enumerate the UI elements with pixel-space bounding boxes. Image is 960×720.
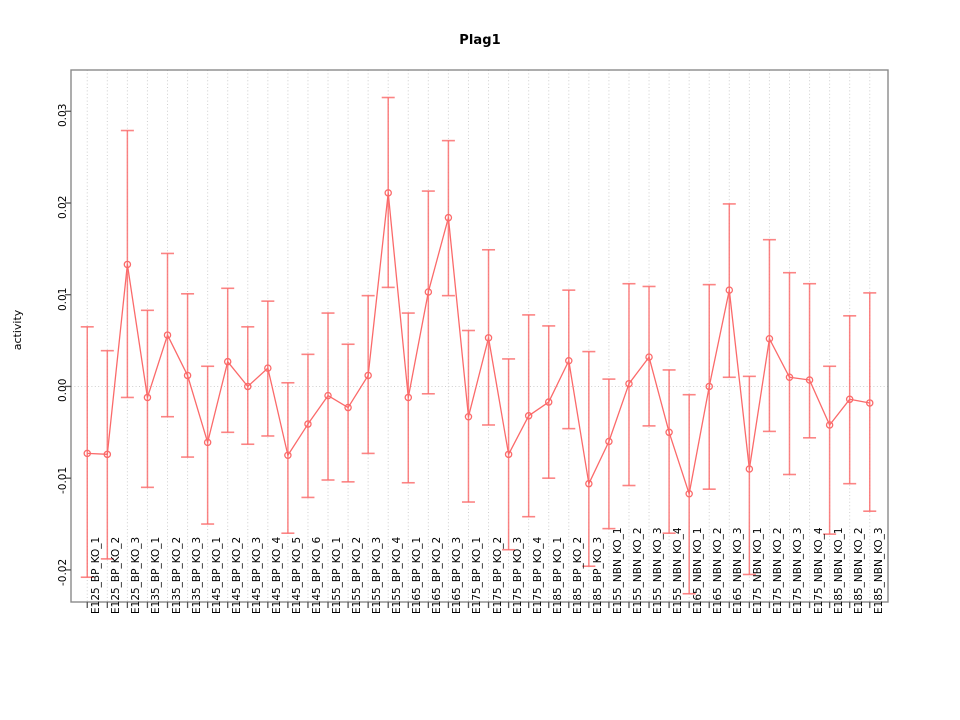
x-tick-label: E175_BP_KO_3 bbox=[511, 536, 524, 614]
x-tick-label: E175_NBN_KO_3 bbox=[792, 527, 805, 614]
x-tick-label: E145_BP_KO_3 bbox=[250, 536, 263, 614]
y-tick-label: 0.00 bbox=[57, 379, 69, 403]
x-tick-label: E155_BP_KO_4 bbox=[391, 536, 404, 614]
x-tick-label: E155_BP_KO_3 bbox=[371, 536, 384, 614]
x-tick-label: E145_BP_KO_2 bbox=[230, 536, 243, 614]
y-tick-label: 0.02 bbox=[57, 195, 69, 219]
x-tick-label: E175_BP_KO_4 bbox=[531, 536, 544, 614]
x-tick-label: E145_BP_KO_5 bbox=[290, 536, 303, 614]
x-tick-label: E135_BP_KO_3 bbox=[190, 536, 203, 614]
data-points bbox=[83, 189, 874, 498]
x-tick-label: E155_NBN_KO_4 bbox=[672, 527, 685, 614]
x-tick-label: E185_NBN_KO_1 bbox=[832, 527, 845, 614]
y-tick-label: 0.01 bbox=[57, 287, 69, 311]
y-tick-label: 0.03 bbox=[57, 103, 69, 128]
x-tick-label: E175_NBN_KO_2 bbox=[772, 527, 785, 614]
x-tick-label: E155_NBN_KO_1 bbox=[611, 527, 624, 614]
x-tick-label: E155_NBN_KO_3 bbox=[652, 527, 665, 614]
y-tick-label: -0.02 bbox=[57, 558, 69, 586]
x-tick-label: E175_NBN_KO_1 bbox=[752, 527, 765, 614]
x-tick-label: E155_NBN_KO_2 bbox=[631, 527, 644, 614]
x-tick-label: E125_BP_KO_3 bbox=[130, 536, 143, 614]
x-tick-label: E185_NBN_KO_3 bbox=[872, 527, 885, 614]
x-tick-label: E145_BP_KO_4 bbox=[270, 536, 283, 614]
x-tick-label: E145_BP_KO_6 bbox=[310, 536, 323, 614]
x-tick-label: E185_NBN_KO_2 bbox=[852, 527, 865, 614]
error-bars bbox=[80, 96, 877, 595]
x-tick-label: E165_BP_KO_2 bbox=[431, 536, 444, 614]
x-tick-label: E135_BP_KO_2 bbox=[170, 536, 183, 614]
x-tick-label: E165_BP_KO_1 bbox=[411, 536, 424, 614]
data-line bbox=[87, 192, 870, 495]
x-tick-label: E145_BP_KO_1 bbox=[210, 536, 223, 614]
plot-frame bbox=[70, 69, 889, 603]
x-tick-label: E125_BP_KO_1 bbox=[90, 536, 103, 614]
x-tick-label: E175_NBN_KO_4 bbox=[812, 527, 825, 614]
x-tick-label: E155_BP_KO_2 bbox=[351, 536, 364, 614]
x-tick-label: E135_BP_KO_1 bbox=[150, 536, 163, 614]
x-tick-label: E175_BP_KO_2 bbox=[491, 536, 504, 614]
x-tick-label: E185_BP_KO_2 bbox=[571, 536, 584, 614]
x-tick-label: E185_BP_KO_1 bbox=[551, 536, 564, 614]
x-tick-label: E155_BP_KO_1 bbox=[331, 536, 344, 614]
x-tick-label: E165_NBN_KO_3 bbox=[732, 527, 745, 614]
y-tick-label: -0.01 bbox=[57, 467, 69, 495]
x-tick-label: E185_BP_KO_3 bbox=[591, 536, 604, 614]
chart-title: Plag1 bbox=[459, 33, 501, 48]
x-tick-label: E165_NBN_KO_2 bbox=[712, 527, 725, 614]
gridlines bbox=[86, 70, 871, 602]
axis-ticks bbox=[65, 110, 871, 608]
x-tick-label: E165_NBN_KO_1 bbox=[692, 527, 705, 614]
x-tick-label: E165_BP_KO_3 bbox=[451, 536, 464, 614]
x-tick-label: E175_BP_KO_1 bbox=[471, 536, 484, 614]
x-tick-label: E125_BP_KO_2 bbox=[110, 536, 123, 614]
